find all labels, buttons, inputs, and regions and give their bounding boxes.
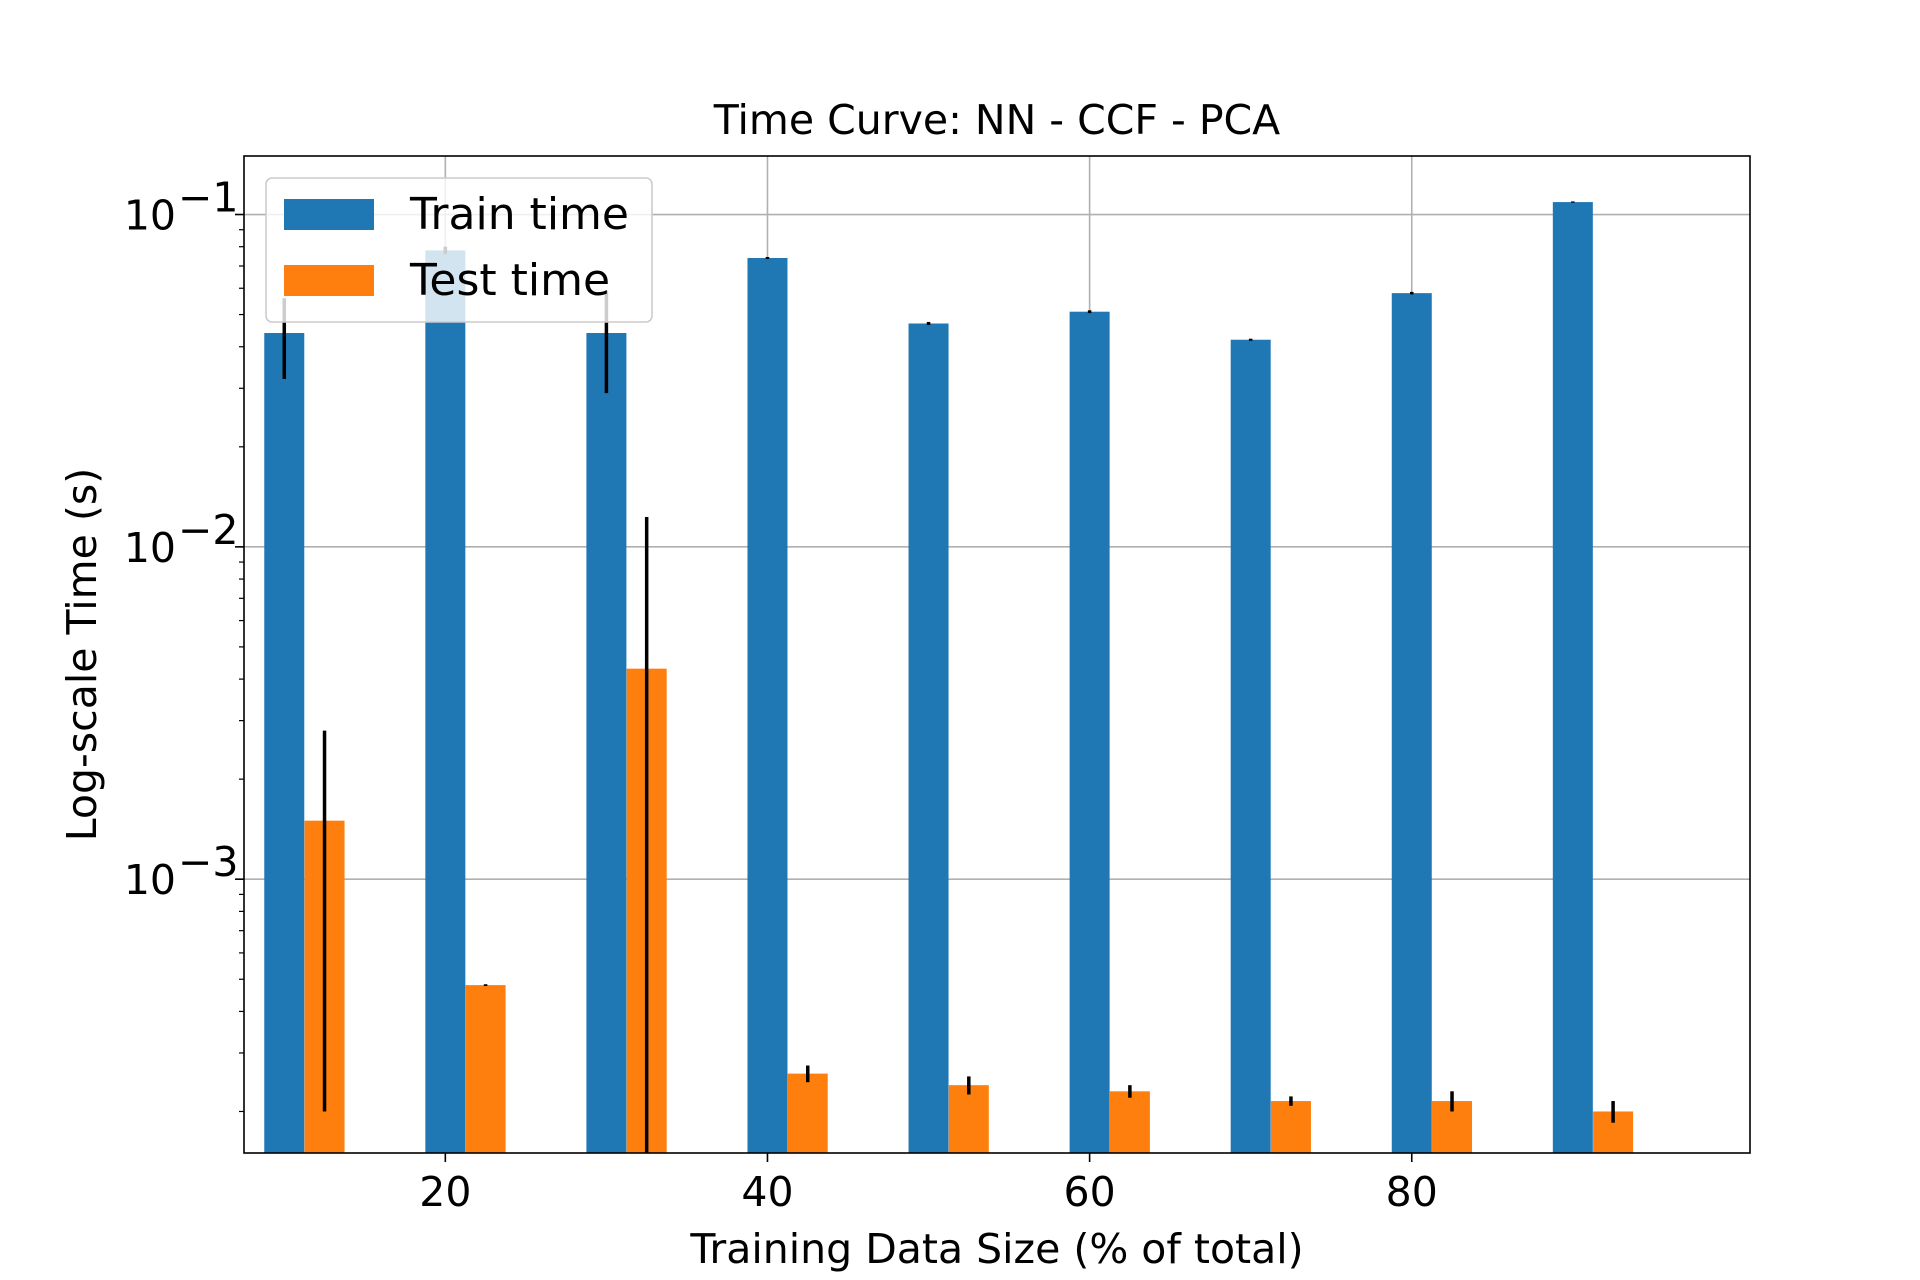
legend-swatch — [284, 199, 374, 230]
bars — [264, 202, 1634, 1154]
x-axis-label: Training Data Size (% of total) — [689, 1225, 1303, 1273]
x-tick-label: 60 — [1064, 1168, 1116, 1216]
bar-train-time — [586, 333, 627, 1153]
bar-test-time — [787, 1073, 828, 1153]
bar-test-time — [948, 1085, 989, 1153]
bar-train-time — [264, 333, 305, 1153]
plot-frame — [243, 155, 1751, 1154]
x-tick-label: 40 — [741, 1168, 793, 1216]
y-tick-label-base: 10 — [124, 192, 176, 240]
bar-test-time — [1109, 1091, 1150, 1153]
bar-train-time — [747, 257, 788, 1154]
bar-train-time — [908, 323, 949, 1154]
y-axis-label: Log-scale Time (s) — [58, 468, 106, 841]
bar-test-time — [465, 985, 506, 1153]
legend-swatch — [284, 265, 374, 296]
x-tick-label: 20 — [419, 1168, 471, 1216]
y-tick-label-exponent: −1 — [178, 174, 238, 222]
x-tick-label: 80 — [1386, 1168, 1438, 1216]
bar-test-time — [1270, 1101, 1311, 1153]
bar-train-time — [1069, 311, 1110, 1153]
y-tick-label-exponent: −3 — [178, 838, 238, 886]
legend-label: Test time — [409, 255, 610, 306]
bar-train-time — [1391, 293, 1432, 1154]
bar-train-time — [425, 250, 466, 1153]
y-tick-label-base: 10 — [124, 524, 176, 572]
y-tick-label-base: 10 — [124, 856, 176, 904]
error-bars — [282, 201, 1615, 1153]
y-tick-label-exponent: −2 — [178, 506, 238, 554]
bar-train-time — [1552, 202, 1593, 1154]
chart-title: Time Curve: NN - CCF - PCA — [713, 96, 1280, 144]
legend: Train time Test time — [265, 177, 653, 323]
legend-label: Train time — [409, 189, 629, 240]
bar-train-time — [1230, 339, 1271, 1154]
